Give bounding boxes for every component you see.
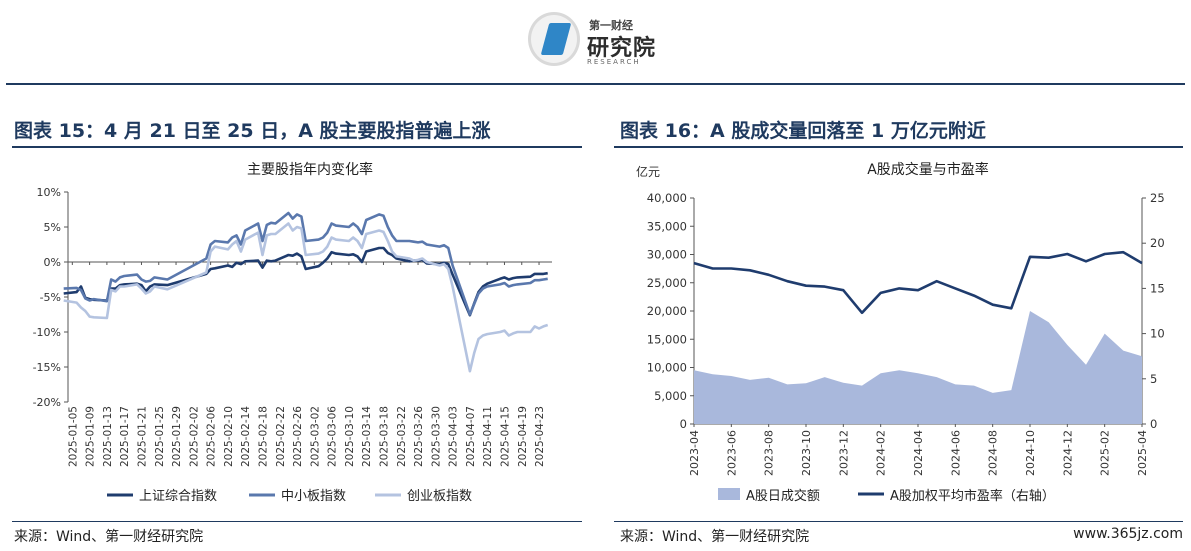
y-left-tick-label: 15,000 <box>647 332 687 346</box>
legend-label: A股加权平均市盈率（右轴） <box>890 488 1055 504</box>
x-tick-label: 2025-01-05 <box>67 406 79 467</box>
watermark-text: www.365jz.com <box>1073 526 1183 542</box>
index-change-chart: 主要股指年内变化率 10% 5% 0% -5% -10% -15% -20% 2025-01-0… <box>33 161 552 504</box>
x-tick-label: 2024-10 <box>1024 430 1037 476</box>
y-left-tick-label: 0 <box>680 417 687 431</box>
x-tick-label: 2025-01-29 <box>171 406 183 467</box>
x-tick-label: 2025-02-10 <box>223 406 235 467</box>
x-tick-label: 2025-04-19 <box>517 406 529 467</box>
brand-logo: 第一财经 研究院 RESEARCH <box>523 8 673 70</box>
series-line-2 <box>63 211 548 316</box>
x-tick-label: 2025-02-02 <box>188 406 200 467</box>
chart-title: 主要股指年内变化率 <box>247 161 373 178</box>
legend-label: 中小板指数 <box>281 489 346 504</box>
x-tick-label: 2025-04-03 <box>448 406 460 467</box>
x-tick-label: 2025-04-23 <box>534 406 546 467</box>
y-right-tick-label: 5 <box>1150 372 1157 386</box>
y-tick-label: 10% <box>37 186 61 199</box>
right-panel-title: 图表 16：A 股成交量回落至 1 万亿元附近 <box>620 120 986 142</box>
x-tick-label: 2025-04-15 <box>499 406 511 467</box>
x-tick-label: 2025-03-14 <box>361 406 373 467</box>
legend-label: A股日成交额 <box>746 488 820 504</box>
chart-title: A股成交量与市盈率 <box>867 161 989 178</box>
volume-area <box>694 311 1142 424</box>
y-left-tick-label: 10,000 <box>647 361 687 375</box>
y-tick-label: 5% <box>44 221 61 234</box>
x-tick-label: 2025-02-14 <box>240 406 252 467</box>
y-tick-label: -20% <box>33 396 61 409</box>
x-tick-label: 2024-02 <box>875 430 888 476</box>
legend-label: 创业板指数 <box>407 489 472 504</box>
x-tick-label: 2025-01-13 <box>102 406 114 467</box>
x-tick-label: 2025-02-22 <box>275 406 287 467</box>
x-tick-label: 2025-04 <box>1136 430 1149 476</box>
left-panel-title: 图表 15：4 月 21 日至 25 日，A 股主要股指普遍上涨 <box>14 120 491 142</box>
y-left-tick-label: 5,000 <box>654 389 687 403</box>
x-tick-label: 2024-06 <box>949 430 962 476</box>
left-source-note: 来源：Wind、第一财经研究院 <box>14 529 204 545</box>
left-footer-rule <box>12 521 582 522</box>
x-tick-label: 2025-04-11 <box>482 406 494 467</box>
x-tick-label: 2025-03-06 <box>327 406 339 467</box>
right-source-note: 来源：Wind、第一财经研究院 <box>620 529 810 545</box>
left-title-rule <box>12 146 582 148</box>
x-tick-label: 2024-04 <box>912 430 925 476</box>
y-left-unit: 亿元 <box>636 164 660 179</box>
y-left-tick-label: 30,000 <box>647 248 687 262</box>
y-right-tick-label: 25 <box>1150 191 1165 205</box>
right-footer-rule <box>614 521 1183 522</box>
right-title-rule <box>614 146 1183 148</box>
logo-sub-text: RESEARCH <box>587 58 641 66</box>
y-left-tick-label: 25,000 <box>647 276 687 290</box>
x-tick-label: 2025-03-10 <box>344 406 356 467</box>
y-tick-label: -10% <box>33 326 61 339</box>
logo-main-text: 研究院 <box>587 36 657 61</box>
x-tick-label: 2025-01-17 <box>119 406 131 467</box>
logo-top-text: 第一财经 <box>589 19 633 32</box>
x-tick-label: 2024-08 <box>987 430 1000 476</box>
x-tick-label: 2025-03-30 <box>430 406 442 467</box>
x-tick-label: 2025-01-21 <box>136 406 148 467</box>
header-divider <box>6 83 1185 85</box>
y-tick-label: 0% <box>44 256 61 269</box>
y-left-tick-label: 20,000 <box>647 304 687 318</box>
y-tick-label: -15% <box>33 361 61 374</box>
y-left-tick-label: 40,000 <box>647 191 687 205</box>
volume-pe-chart: A股成交量与市盈率 亿元 40,000 35,000 30,000 25,000 20,00… <box>636 161 1165 504</box>
x-tick-label: 2024-12 <box>1061 430 1074 476</box>
legend-label: 上证综合指数 <box>139 489 217 504</box>
y-tick-label: -5% <box>40 291 61 304</box>
x-tick-label: 2025-02 <box>1099 430 1112 476</box>
x-tick-label: 2023-12 <box>837 430 850 476</box>
x-tick-label: 2025-03-22 <box>396 406 408 467</box>
x-tick-label: 2025-02-18 <box>257 406 269 467</box>
x-tick-label: 2023-06 <box>725 430 738 476</box>
x-tick-label: 2023-04 <box>688 430 701 476</box>
x-tick-label: 2023-08 <box>763 430 776 476</box>
x-tick-label: 2023-10 <box>800 430 813 476</box>
pe-line <box>693 250 1143 315</box>
y-right-tick-label: 0 <box>1150 417 1157 431</box>
logo-mark <box>528 12 580 66</box>
y-left-tick-label: 35,000 <box>647 219 687 233</box>
x-tick-label: 2025-03-02 <box>309 406 321 467</box>
x-tick-label: 2025-01-09 <box>85 406 97 467</box>
x-tick-label: 2025-01-25 <box>154 406 166 467</box>
legend-swatch <box>718 488 740 500</box>
x-tick-label: 2025-03-18 <box>378 406 390 467</box>
x-tick-label: 2025-03-26 <box>413 406 425 467</box>
series-line-3 <box>63 222 549 373</box>
y-right-tick-label: 10 <box>1150 327 1165 341</box>
x-tick-label: 2025-02-06 <box>206 406 218 467</box>
y-right-tick-label: 15 <box>1150 281 1165 295</box>
x-tick-label: 2025-04-07 <box>465 406 477 467</box>
y-right-tick-label: 20 <box>1150 236 1165 250</box>
x-tick-label: 2025-02-26 <box>292 406 304 467</box>
